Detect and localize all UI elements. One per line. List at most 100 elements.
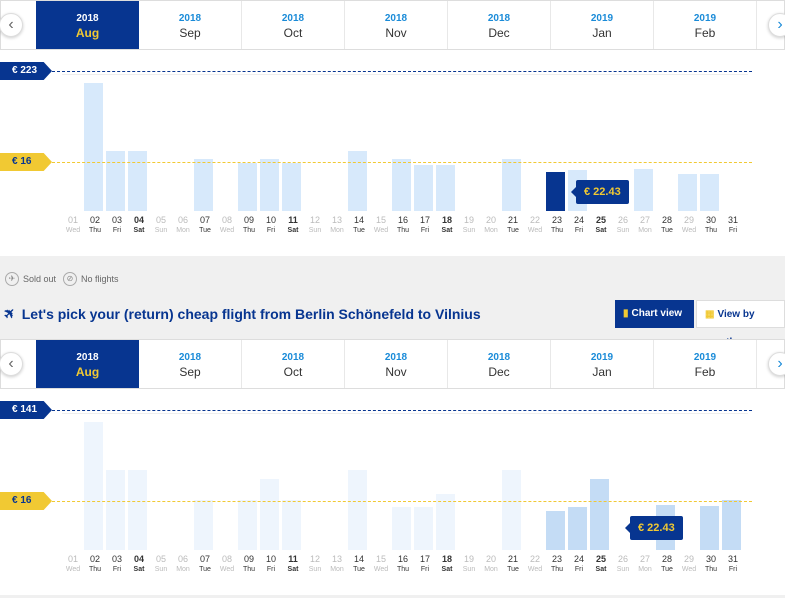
day-weekday: Fri <box>420 566 430 573</box>
day-number: 12 <box>309 215 320 225</box>
price-bar[interactable] <box>678 174 697 211</box>
price-bar[interactable] <box>502 470 521 550</box>
month-tab[interactable]: 2018 Oct <box>242 340 345 388</box>
month-tab[interactable]: 2018 Nov <box>345 340 448 388</box>
day-weekday: Wed <box>527 227 543 234</box>
prev-months-button[interactable]: ‹ <box>0 352 23 376</box>
price-bar[interactable] <box>84 83 103 211</box>
price-bar[interactable] <box>700 174 719 211</box>
day-label[interactable]: 23 Thu <box>546 554 568 573</box>
day-label[interactable]: 10 Fri <box>260 554 282 573</box>
price-bar[interactable] <box>260 479 279 550</box>
day-label[interactable]: 07 Tue <box>194 554 216 573</box>
day-label[interactable]: 30 Thu <box>700 215 722 234</box>
day-label[interactable]: 21 Tue <box>502 554 524 573</box>
day-label[interactable]: 17 Fri <box>414 554 436 573</box>
day-label: 19 Sun <box>458 215 480 234</box>
day-label[interactable]: 25 Sat <box>590 215 612 234</box>
price-bar[interactable] <box>546 511 565 550</box>
next-months-button[interactable]: › <box>768 352 785 376</box>
price-bar[interactable] <box>392 159 411 211</box>
price-bar[interactable] <box>348 470 367 550</box>
price-bar[interactable] <box>590 479 609 550</box>
day-label[interactable]: 09 Thu <box>238 554 260 573</box>
price-bar[interactable] <box>106 470 125 550</box>
price-bar[interactable] <box>502 159 521 211</box>
price-bar[interactable] <box>128 470 147 550</box>
price-bar[interactable] <box>700 506 719 550</box>
day-number: 28 <box>661 215 672 225</box>
price-bar[interactable] <box>568 507 587 550</box>
price-bar[interactable] <box>194 159 213 211</box>
day-label[interactable]: 30 Thu <box>700 554 722 573</box>
day-label[interactable]: 09 Thu <box>238 215 260 234</box>
day-label[interactable]: 11 Sat <box>282 215 304 234</box>
day-label[interactable]: 14 Tue <box>348 554 370 573</box>
price-bar[interactable] <box>128 151 147 211</box>
price-bar[interactable] <box>414 507 433 550</box>
day-weekday: Fri <box>728 566 738 573</box>
day-label[interactable]: 17 Fri <box>414 215 436 234</box>
view-by-month-button[interactable]: ▦View by month <box>696 300 785 348</box>
month-tab[interactable]: 2019 Feb <box>654 1 757 49</box>
price-bar[interactable] <box>238 500 257 550</box>
price-bar[interactable] <box>722 500 741 550</box>
prev-months-button[interactable]: ‹ <box>0 13 23 37</box>
month-tab[interactable]: 2019 Jan <box>551 1 654 49</box>
month-tab[interactable]: 2019 Feb <box>654 340 757 388</box>
day-weekday: Sun <box>154 227 168 234</box>
price-bar[interactable] <box>414 165 433 211</box>
bar-selected[interactable] <box>546 172 565 211</box>
day-label[interactable]: 03 Fri <box>106 554 128 573</box>
month-tab[interactable]: 2018 Dec <box>448 340 551 388</box>
day-weekday: Sat <box>133 566 145 573</box>
day-label[interactable]: 25 Sat <box>590 554 612 573</box>
day-label[interactable]: 24 Fri <box>568 215 590 234</box>
price-bar[interactable] <box>194 500 213 550</box>
day-label[interactable]: 16 Thu <box>392 215 414 234</box>
day-label[interactable]: 04 Sat <box>128 215 150 234</box>
day-label[interactable]: 23 Thu <box>546 215 568 234</box>
day-label[interactable]: 21 Tue <box>502 215 524 234</box>
day-label[interactable]: 02 Thu <box>84 215 106 234</box>
price-bar[interactable] <box>634 169 653 211</box>
day-label[interactable]: 03 Fri <box>106 215 128 234</box>
month-tabs-inbound: 2018 Aug 2018 Sep 2018 Oct 2018 Nov 2018 Dec 2019 J… <box>0 339 785 389</box>
day-label[interactable]: 14 Tue <box>348 215 370 234</box>
month-tab[interactable]: 2018 Nov <box>345 1 448 49</box>
month-tab[interactable]: 2018 Aug <box>36 340 139 388</box>
day-label[interactable]: 31 Fri <box>722 215 744 234</box>
day-label: 15 Wed <box>370 554 392 573</box>
day-label[interactable]: 02 Thu <box>84 554 106 573</box>
price-bar[interactable] <box>348 151 367 211</box>
price-bar[interactable] <box>436 165 455 211</box>
price-bar[interactable] <box>282 500 301 550</box>
next-months-button[interactable]: › <box>768 13 785 37</box>
day-label[interactable]: 07 Tue <box>194 215 216 234</box>
price-bar[interactable] <box>436 494 455 550</box>
day-label[interactable]: 10 Fri <box>260 215 282 234</box>
price-bar[interactable] <box>392 507 411 550</box>
price-bar[interactable] <box>84 422 103 550</box>
day-label[interactable]: 24 Fri <box>568 554 590 573</box>
price-bar[interactable] <box>238 163 257 211</box>
day-label[interactable]: 28 Tue <box>656 215 678 234</box>
day-label[interactable]: 16 Thu <box>392 554 414 573</box>
chart-view-button[interactable]: ▮ Chart view <box>615 300 694 328</box>
day-label[interactable]: 18 Sat <box>436 215 458 234</box>
price-bar[interactable] <box>260 159 279 211</box>
month-tab[interactable]: 2018 Dec <box>448 1 551 49</box>
price-bar[interactable] <box>106 151 125 211</box>
day-label[interactable]: 18 Sat <box>436 554 458 573</box>
month-tab[interactable]: 2019 Jan <box>551 340 654 388</box>
price-bar[interactable] <box>282 163 301 211</box>
day-label[interactable]: 31 Fri <box>722 554 744 573</box>
month-tab[interactable]: 2018 Aug <box>36 1 139 49</box>
month-tab[interactable]: 2018 Oct <box>242 1 345 49</box>
month-tab[interactable]: 2018 Sep <box>139 340 242 388</box>
day-label[interactable]: 11 Sat <box>282 554 304 573</box>
day-number: 09 <box>243 215 254 225</box>
day-label[interactable]: 28 Tue <box>656 554 678 573</box>
month-tab[interactable]: 2018 Sep <box>139 1 242 49</box>
day-label[interactable]: 04 Sat <box>128 554 150 573</box>
